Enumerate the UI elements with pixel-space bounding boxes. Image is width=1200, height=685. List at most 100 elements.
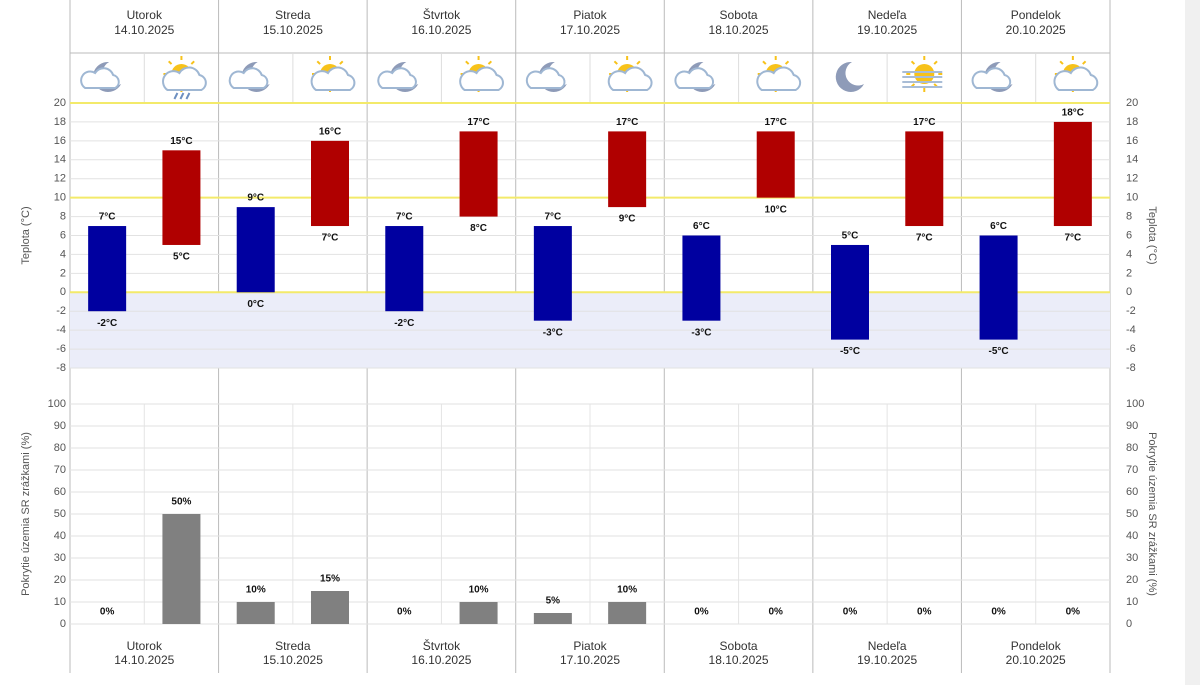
low-label: 5°C xyxy=(173,252,190,263)
y-tick-label: 12 xyxy=(54,173,66,185)
y2-tick-label: 10 xyxy=(1126,192,1138,204)
day-date: 20.10.2025 xyxy=(1006,23,1066,37)
range-bar xyxy=(831,244,869,340)
bar xyxy=(459,602,498,624)
day-icon xyxy=(756,56,802,92)
y-tick-label: 10 xyxy=(54,192,66,204)
y-tick-label: 30 xyxy=(54,552,66,564)
y-tick-label: 20 xyxy=(54,574,66,586)
day-date: 18.10.2025 xyxy=(709,653,769,667)
y-tick-label: 4 xyxy=(60,248,66,260)
range-bar xyxy=(162,150,201,245)
high-label: 5°C xyxy=(842,231,859,242)
day-name: Streda xyxy=(275,8,311,22)
sun-ray xyxy=(487,60,493,65)
value-label: 0% xyxy=(843,607,858,618)
y2-tick-label: 8 xyxy=(1126,210,1132,222)
high-label: 17°C xyxy=(616,117,638,128)
sun-ray xyxy=(339,60,344,65)
y2-tick-label: 60 xyxy=(1126,486,1138,498)
cloud xyxy=(971,67,1012,89)
y-tick-label: -2 xyxy=(56,305,66,317)
low-label: 7°C xyxy=(322,233,339,244)
day-date: 16.10.2025 xyxy=(411,23,471,37)
value-label: 0% xyxy=(991,607,1006,618)
cloud xyxy=(525,67,566,89)
low-label: -2°C xyxy=(97,318,117,329)
bar xyxy=(162,514,201,624)
low-label: 7°C xyxy=(916,233,933,244)
value-label: 0% xyxy=(1066,607,1081,618)
night-icon xyxy=(228,61,270,92)
value-label: 0% xyxy=(917,607,932,618)
range-bar xyxy=(385,226,424,312)
y-tick-label: 0 xyxy=(60,286,66,298)
night-icon xyxy=(835,61,864,92)
y-tick-label: -6 xyxy=(56,343,66,355)
day-name: Piatok xyxy=(573,639,607,653)
side-strip xyxy=(1185,0,1200,685)
y-tick-label: 0 xyxy=(60,618,66,630)
y-axis-title: Teplota (°C) xyxy=(20,206,32,264)
cloud xyxy=(310,66,356,91)
night-icon xyxy=(377,61,419,92)
day-date: 15.10.2025 xyxy=(263,23,323,37)
y2-tick-label: -4 xyxy=(1126,324,1136,336)
sun-ray xyxy=(316,60,321,65)
y2-axis-title: Pokrytie územia SR zrážkami (%) xyxy=(1146,432,1158,596)
bar xyxy=(311,591,349,624)
y2-tick-label: 20 xyxy=(1126,574,1138,586)
high-label: 17°C xyxy=(467,117,489,128)
range-bar xyxy=(979,235,1018,340)
high-label: 15°C xyxy=(170,136,192,147)
day-icon xyxy=(902,56,943,92)
y-tick-label: -4 xyxy=(56,324,66,336)
y2-tick-label: 90 xyxy=(1126,420,1138,432)
cloud xyxy=(377,67,417,89)
range-bar xyxy=(682,235,721,321)
range-bar xyxy=(533,226,572,321)
day-name: Utorok xyxy=(127,639,163,653)
range-bar xyxy=(1053,121,1092,227)
sun-ray xyxy=(613,60,618,65)
range-bar xyxy=(905,131,944,227)
y2-tick-label: 30 xyxy=(1126,552,1138,564)
y-tick-label: 100 xyxy=(48,398,66,410)
y2-tick-label: 80 xyxy=(1126,442,1138,454)
day-date: 20.10.2025 xyxy=(1006,653,1066,667)
day-icon xyxy=(162,56,207,100)
day-icon xyxy=(459,56,504,92)
low-label: -2°C xyxy=(394,318,414,329)
day-date: 17.10.2025 xyxy=(560,653,620,667)
day-name: Pondelok xyxy=(1011,639,1062,653)
y-tick-label: 90 xyxy=(54,420,66,432)
value-label: 10% xyxy=(246,585,266,596)
day-name: Nedeľa xyxy=(868,639,907,653)
rain xyxy=(185,92,191,100)
y2-tick-label: 16 xyxy=(1126,135,1138,147)
high-label: 9°C xyxy=(247,193,264,204)
rain xyxy=(173,92,179,100)
cloud xyxy=(756,66,802,91)
day-icon xyxy=(607,56,653,92)
bar xyxy=(608,602,647,624)
day-name: Piatok xyxy=(573,8,607,22)
low-label: 0°C xyxy=(247,299,264,310)
value-label: 0% xyxy=(397,607,412,618)
y-tick-label: 70 xyxy=(54,464,66,476)
y-tick-label: 20 xyxy=(54,97,66,109)
day-name: Utorok xyxy=(127,8,163,22)
y-tick-label: -8 xyxy=(56,362,66,374)
sun-ray xyxy=(636,60,641,65)
bar xyxy=(533,613,572,624)
sun-ray xyxy=(465,60,470,65)
y2-tick-label: 12 xyxy=(1126,173,1138,185)
value-label: 50% xyxy=(171,497,191,508)
high-label: 17°C xyxy=(913,117,935,128)
night-icon xyxy=(525,61,567,92)
y2-tick-label: 40 xyxy=(1126,530,1138,542)
y2-tick-label: 0 xyxy=(1126,618,1132,630)
sun-ray xyxy=(190,60,195,65)
